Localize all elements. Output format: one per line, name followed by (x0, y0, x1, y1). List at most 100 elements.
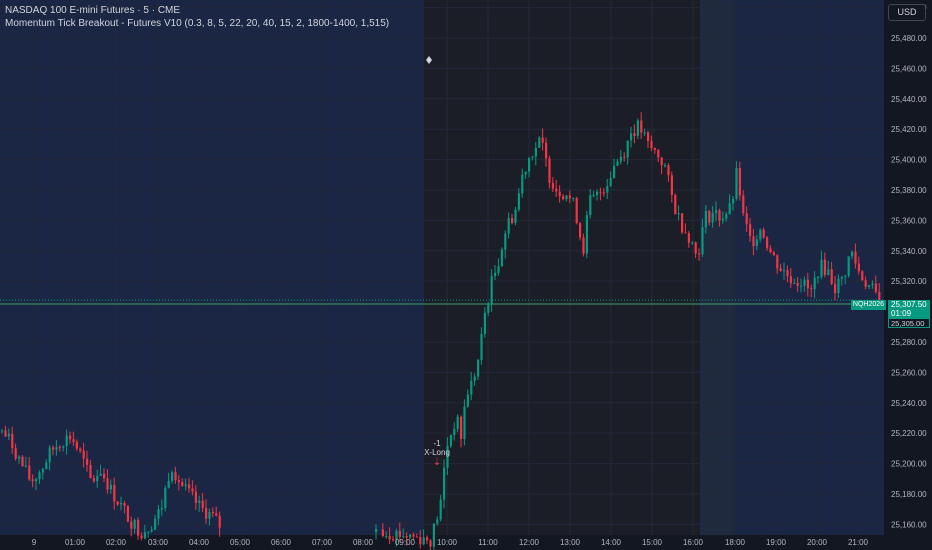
candle-body (456, 416, 459, 430)
candle-body (813, 277, 816, 290)
candle-body (439, 499, 442, 520)
candle-body (164, 487, 167, 508)
candle-body (194, 491, 197, 503)
candle-body (147, 531, 150, 533)
indicator-title[interactable]: Momentum Tick Breakout - Futures V10 (0.… (5, 18, 390, 29)
candle-body (820, 259, 823, 277)
candle-body (412, 534, 415, 537)
candle-body (874, 283, 877, 292)
candle-body (728, 203, 731, 215)
time-tick-label: 19:00 (766, 538, 787, 547)
candle-body (96, 475, 99, 482)
price-tick-label: 25,460.00 (891, 64, 927, 73)
candle-body (58, 447, 61, 449)
candle-body (453, 429, 456, 436)
candle-body (687, 233, 690, 243)
candle-body (123, 502, 126, 506)
candle-body (218, 515, 221, 528)
candle-body (381, 529, 384, 537)
candle-body (878, 291, 881, 304)
candle-body (715, 210, 718, 213)
time-tick-label: 16:00 (683, 538, 704, 547)
time-tick-label: 15:00 (642, 538, 663, 547)
candle-body (572, 198, 575, 200)
candle-body (800, 285, 803, 287)
time-axis[interactable]: 9 01:00 02:00 03:00 04:00 05:00 06:00 07:00 08:0… (32, 538, 869, 547)
candle-body (160, 507, 163, 510)
time-tick-label: 03:00 (148, 538, 169, 547)
candle-body (184, 484, 187, 486)
chart-grid (0, 0, 884, 535)
candle-body (483, 312, 486, 334)
candle-body (783, 270, 786, 272)
candle-body (494, 272, 497, 276)
currency-button[interactable]: USD (888, 4, 926, 21)
candle-body (548, 158, 551, 183)
candle-body (701, 227, 704, 255)
afternoon-session-shade (610, 0, 702, 535)
candle-body (711, 212, 714, 223)
candle-body (565, 195, 568, 200)
candle-body (568, 195, 571, 199)
candle-body (500, 249, 503, 267)
candle-body (79, 448, 82, 451)
candle-body (636, 120, 639, 136)
candle-body (72, 439, 75, 442)
candle-body (643, 132, 646, 134)
time-tick-label: 05:00 (230, 538, 251, 547)
candle-body (670, 175, 673, 195)
candle-body (664, 165, 667, 167)
candle-body (140, 535, 143, 539)
candle-body (463, 406, 466, 439)
candle-body (171, 472, 174, 481)
candle-body (116, 501, 119, 505)
candle-body (827, 269, 830, 275)
reference-price-label: 25,305.00 (888, 318, 930, 328)
time-tick-label: 13:00 (560, 538, 581, 547)
candle-body (449, 435, 452, 446)
candle-body (181, 482, 184, 486)
evening-session-shade (733, 0, 884, 535)
candle-body (752, 236, 755, 247)
trade-marker[interactable]: -1 X-Long ⇣ (423, 439, 451, 469)
price-tick-label: 25,160.00 (891, 520, 927, 529)
candle-body (395, 530, 398, 540)
candle-body (106, 478, 109, 490)
time-tick-label: 07:00 (312, 538, 333, 547)
symbol-title[interactable]: NASDAQ 100 E-mini Futures · 5 · CME (5, 5, 181, 16)
candle-body (436, 519, 439, 524)
candle-body (62, 445, 65, 448)
price-tick-label: 25,260.00 (891, 368, 927, 377)
candle-body (851, 251, 854, 257)
chart-legend: NASDAQ 100 E-mini Futures · 5 · CME Mome… (5, 4, 389, 30)
candle-body (735, 168, 738, 199)
price-tick-label: 25,320.00 (891, 277, 927, 286)
candle-body (99, 473, 102, 476)
candle-body (14, 448, 17, 459)
candle-body (667, 165, 670, 176)
candle-body (7, 433, 10, 437)
candle-body (698, 253, 701, 255)
candle-body (480, 333, 483, 360)
candle-body (208, 511, 211, 519)
time-tick-label: 21:00 (848, 538, 869, 547)
candle-body (470, 380, 473, 395)
candle-body (177, 480, 180, 483)
candle-body (52, 447, 55, 450)
diamond-marker-icon (426, 56, 432, 64)
candle-body (174, 472, 177, 481)
candle-body (4, 430, 7, 437)
candle-body (1, 430, 4, 432)
candle-body (422, 537, 425, 545)
price-tick-label: 25,340.00 (891, 247, 927, 256)
candle-body (823, 259, 826, 275)
trade-label: X-Long (424, 448, 450, 457)
price-tick-label: 25,200.00 (891, 460, 927, 469)
candle-body (589, 195, 592, 216)
time-tick-label: 14:00 (601, 538, 622, 547)
candle-body (779, 268, 782, 272)
candle-body (592, 195, 595, 197)
time-tick-label: 04:00 (189, 538, 210, 547)
price-tick-label: 25,440.00 (891, 95, 927, 104)
